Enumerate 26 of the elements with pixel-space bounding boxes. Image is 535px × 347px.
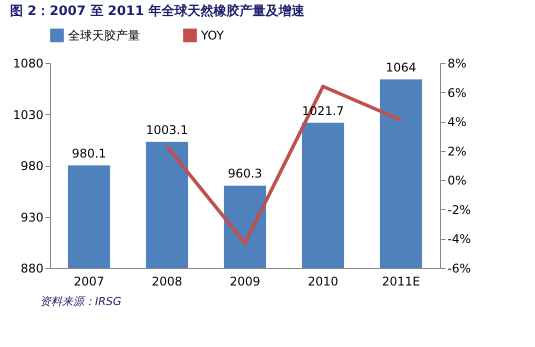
y2-tick-label: 6% [448,86,467,100]
y-tick-label: 980 [20,159,44,173]
data-label: 960.3 [228,166,262,181]
x-tick-label: 2007 [74,274,104,288]
data-label: 980.1 [72,146,106,160]
text: 资料来源：IRSG [40,294,122,309]
y-tick-label: 930 [20,210,44,224]
x-tick-label: 2011E [382,274,420,288]
y-tick-label: 1080 [12,56,44,70]
data-label: 1003.1 [146,122,188,137]
y2-tick-label: -2% [448,202,471,217]
y2-tick-label: 0% [448,174,467,188]
x-tick-label: 2010 [308,274,338,288]
y2-tick-label: 2% [448,144,467,158]
chart-title: 图 2：2007 至 2011 年全球天然橡胶产量及增速 [10,3,306,19]
x-tick-label: 2008 [152,274,182,288]
legend-label: 全球天胶产量 [68,28,140,42]
y-tick-label: 880 [20,262,44,276]
y2-tick-label: -4% [448,232,471,246]
y2-tick-label: 8% [448,56,467,70]
y2-tick-label: 4% [448,115,467,130]
y2-tick-label: -6% [448,262,471,276]
y-tick-label: 1030 [12,108,44,122]
x-tick-label: 2009 [230,274,260,288]
data-label: 1064 [386,60,416,74]
legend-label: YOY [200,28,224,42]
